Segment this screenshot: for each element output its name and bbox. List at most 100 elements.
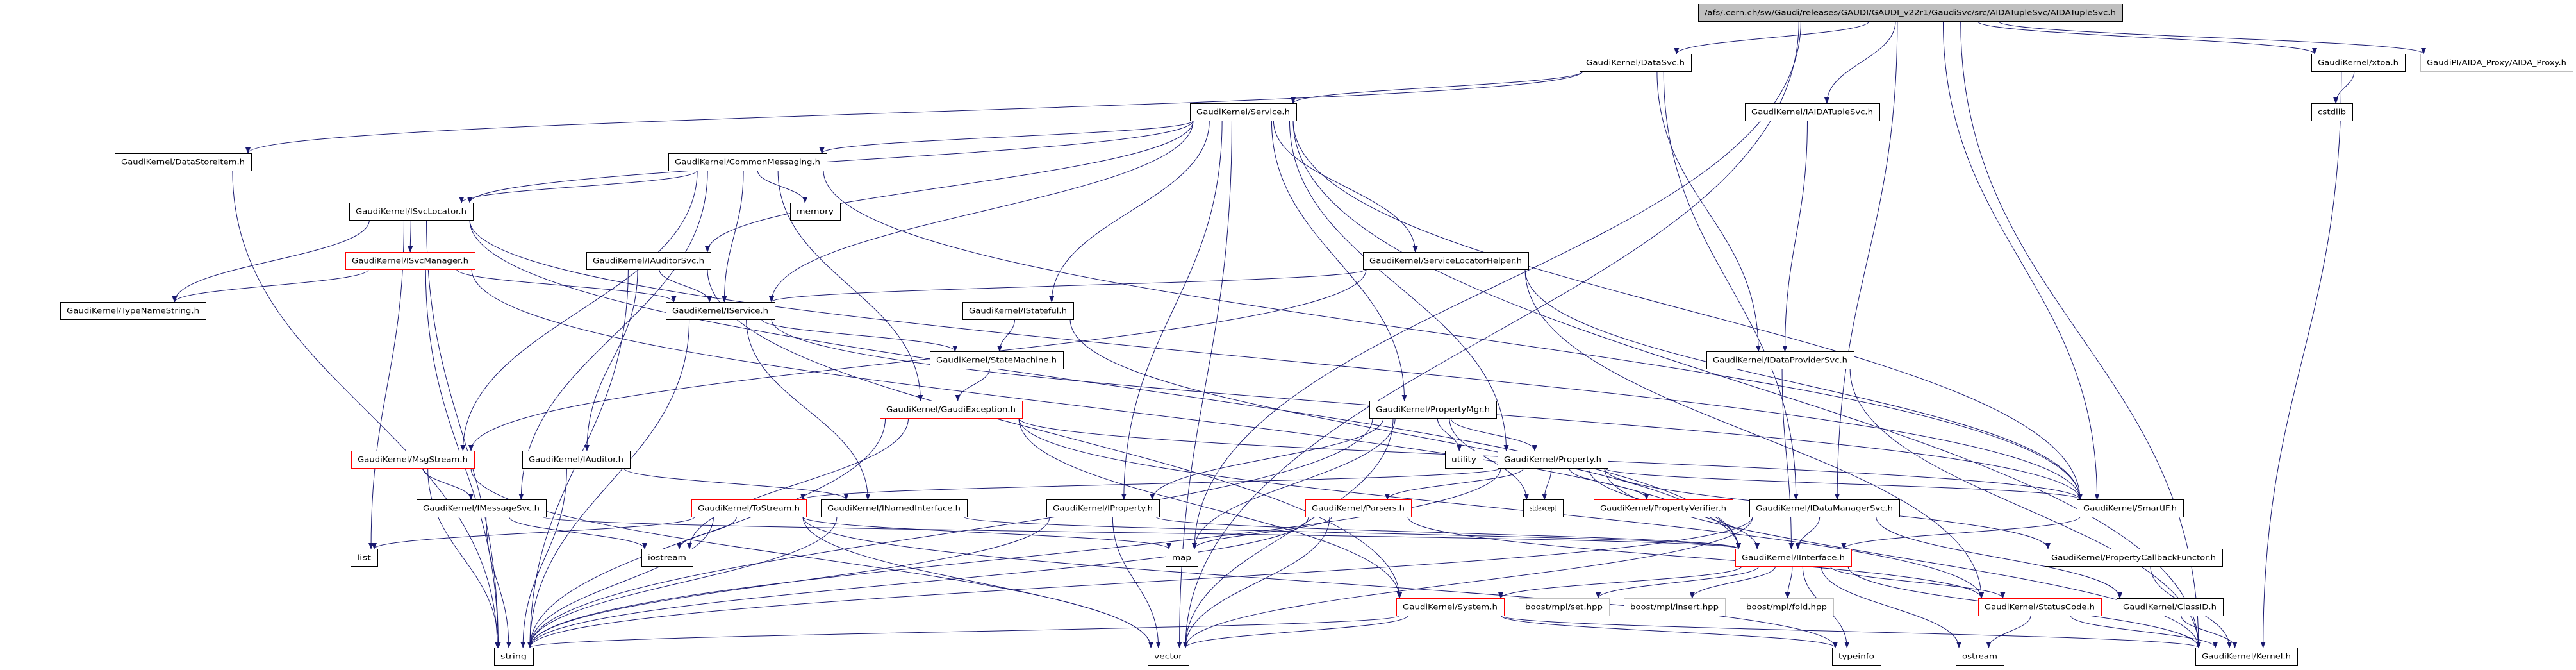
edge-IDataManagerSvc-to-vector (1183, 516, 1753, 648)
edge-Service-to-Property (1289, 120, 1509, 451)
node-boost_set[interactable]: boost/mpl/set.hpp (1519, 598, 1610, 616)
node-DataSvc[interactable]: GaudiKernel/DataSvc.h (1580, 54, 1692, 72)
node-IProperty[interactable]: GaudiKernel/IProperty.h (1046, 499, 1160, 517)
node-label: GaudiKernel/GaudiException.h (886, 405, 1016, 414)
node-vector[interactable]: vector (1148, 648, 1189, 666)
node-memory[interactable]: memory (790, 203, 841, 221)
edge-PropertyMgr-to-map (1192, 417, 1396, 549)
edge-PropertyMgr-to-vector (1183, 417, 1394, 648)
node-MsgStream[interactable]: GaudiKernel/MsgStream.h (351, 451, 475, 469)
node-label: GaudiKernel/IService.h (672, 306, 768, 315)
node-GaudiException[interactable]: GaudiKernel/GaudiException.h (880, 401, 1023, 419)
node-label: GaudiKernel/ISvcLocator.h (356, 207, 466, 216)
node-StatusCode[interactable]: GaudiKernel/StatusCode.h (1978, 598, 2102, 616)
node-box (1735, 549, 1852, 567)
edge-IInterface-to-boost_insert (1689, 565, 1776, 599)
node-PropertyMgr[interactable]: GaudiKernel/PropertyMgr.h (1369, 401, 1497, 419)
node-StateMachine[interactable]: GaudiKernel/StateMachine.h (930, 351, 1064, 369)
node-AIDA_Proxy[interactable]: GaudiPI/AIDA_Proxy/AIDA_Proxy.h (2420, 54, 2573, 72)
node-root[interactable]: /afs/.cern.ch/sw/Gaudi/releases/GAUDI/GA… (1698, 4, 2123, 22)
node-label: GaudiKernel/Parsers.h (1312, 504, 1405, 513)
node-box (351, 451, 475, 469)
node-label: GaudiKernel/IMessageSvc.h (423, 504, 540, 513)
node-ISvcLocator[interactable]: GaudiKernel/ISvcLocator.h (349, 203, 474, 221)
node-label: GaudiKernel/Property.h (1504, 455, 1601, 464)
node-map[interactable]: map (1166, 549, 1198, 567)
node-IMessageSvc[interactable]: GaudiKernel/IMessageSvc.h (417, 499, 547, 517)
edge-Property-to-string (527, 467, 1501, 648)
node-PropertyVerifier[interactable]: GaudiKernel/PropertyVerifier.h (1594, 499, 1733, 517)
node-box (1369, 401, 1497, 419)
node-ostream[interactable]: ostream (1956, 648, 2004, 666)
node-IDataProviderSvc[interactable]: GaudiKernel/IDataProviderSvc.h (1706, 351, 1854, 369)
node-xtoa[interactable]: GaudiKernel/xtoa.h (2311, 54, 2406, 72)
node-string[interactable]: string (494, 648, 534, 666)
node-IDataManagerSvc[interactable]: GaudiKernel/IDataManagerSvc.h (1749, 499, 1900, 517)
node-IService[interactable]: GaudiKernel/IService.h (666, 302, 775, 320)
node-box (930, 351, 1064, 369)
node-ISvcManager[interactable]: GaudiKernel/ISvcManager.h (345, 252, 475, 270)
node-label: GaudiKernel/ISvcManager.h (352, 256, 468, 265)
edge-ToStream-to-list (372, 516, 695, 549)
node-ToStream[interactable]: GaudiKernel/ToStream.h (691, 499, 807, 517)
edge-MsgStream-to-string (427, 467, 501, 648)
node-Kernel[interactable]: GaudiKernel/Kernel.h (2195, 648, 2298, 666)
node-boost_fold[interactable]: boost/mpl/fold.hpp (1740, 598, 1834, 616)
node-DataStoreItem[interactable]: GaudiKernel/DataStoreItem.h (115, 153, 252, 171)
edge-GaudiException-to-iostream (687, 417, 909, 549)
node-label: stdexcept (1530, 504, 1556, 513)
node-box (522, 451, 631, 469)
node-box (1706, 351, 1854, 369)
node-SmartIF[interactable]: GaudiKernel/SmartIF.h (2077, 499, 2184, 517)
node-IAuditorSvc[interactable]: GaudiKernel/IAuditorSvc.h (586, 252, 711, 270)
node-IInterface[interactable]: GaudiKernel/IInterface.h (1735, 549, 1852, 567)
edge-IAuditor-to-INamedInterface (623, 467, 849, 500)
node-stdexcept[interactable]: stdexcept (1523, 499, 1564, 517)
node-IAIDATupleSvc[interactable]: GaudiKernel/IAIDATupleSvc.h (1745, 103, 1880, 121)
edge-IProperty-to-IInterface (1155, 516, 1741, 549)
node-IStateful[interactable]: GaudiKernel/IStateful.h (962, 302, 1074, 320)
node-Property[interactable]: GaudiKernel/Property.h (1498, 451, 1608, 469)
node-label: memory (797, 207, 834, 216)
node-ServiceLocatorHelper[interactable]: GaudiKernel/ServiceLocatorHelper.h (1363, 252, 1529, 270)
edge-DataSvc-to-IDataManagerSvc (1663, 71, 1799, 500)
node-boost_insert[interactable]: boost/mpl/insert.hpp (1624, 598, 1726, 616)
node-iostream[interactable]: iostream (641, 549, 693, 567)
edge-Parsers-to-StatusCode (1407, 516, 1984, 599)
node-PropertyCallbackFunctor[interactable]: GaudiKernel/PropertyCallbackFunctor.h (2045, 549, 2223, 567)
edges-layer (172, 21, 2426, 648)
node-label: GaudiKernel/xtoa.h (2318, 58, 2398, 67)
node-label: GaudiKernel/IAuditorSvc.h (593, 256, 704, 265)
node-Parsers[interactable]: GaudiKernel/Parsers.h (1305, 499, 1412, 517)
edge-IDataManagerSvc-to-ClassID (1876, 516, 2122, 599)
node-box (1445, 451, 1483, 469)
node-cstdlib[interactable]: cstdlib (2311, 103, 2353, 121)
node-ClassID[interactable]: GaudiKernel/ClassID.h (2117, 598, 2224, 616)
node-label: GaudiKernel/StatusCode.h (1985, 603, 2095, 612)
node-IAuditor[interactable]: GaudiKernel/IAuditor.h (522, 451, 631, 469)
edge-PropertyMgr-to-IProperty (1150, 417, 1384, 500)
edge-Service-to-IProperty (1121, 120, 1223, 500)
edge-ToStream-to-iostream (677, 516, 737, 549)
edge-System-to-string (527, 615, 1400, 648)
node-box (115, 153, 252, 171)
node-utility[interactable]: utility (1445, 451, 1483, 469)
node-typeinfo[interactable]: typeinfo (1832, 648, 1881, 666)
node-box (2195, 648, 2298, 666)
node-box (668, 153, 827, 171)
edge-IService-to-INamedInterface (746, 319, 871, 500)
node-CommonMessaging[interactable]: GaudiKernel/CommonMessaging.h (668, 153, 827, 171)
edge-ISvcLocator-to-list (368, 219, 404, 549)
node-box (2077, 499, 2184, 517)
node-box (1523, 499, 1564, 517)
node-list[interactable]: list (351, 549, 378, 567)
edge-Property-to-PropertyVerifier (1569, 467, 1649, 500)
edge-Service-to-vector (1177, 120, 1232, 648)
node-TypeNameString[interactable]: GaudiKernel/TypeNameString.h (60, 302, 206, 320)
node-INamedInterface[interactable]: GaudiKernel/INamedInterface.h (821, 499, 968, 517)
node-label: GaudiKernel/System.h (1403, 603, 1498, 612)
node-System[interactable]: GaudiKernel/System.h (1396, 598, 1505, 616)
edge-IAuditor-to-string (520, 467, 567, 648)
node-label: typeinfo (1838, 652, 1874, 661)
node-Service[interactable]: GaudiKernel/Service.h (1190, 103, 1297, 121)
